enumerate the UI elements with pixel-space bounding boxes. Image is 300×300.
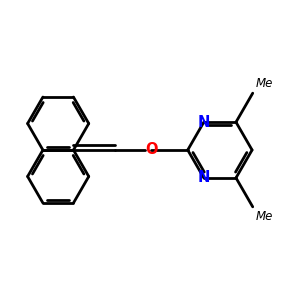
Text: N: N <box>198 115 210 130</box>
Text: N: N <box>198 170 210 185</box>
Text: O: O <box>145 142 158 158</box>
Text: Me: Me <box>256 77 273 90</box>
Text: Me: Me <box>256 210 273 223</box>
